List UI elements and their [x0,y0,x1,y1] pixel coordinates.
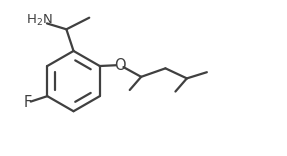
Text: O: O [114,58,125,73]
Text: $\mathregular{H_2N}$: $\mathregular{H_2N}$ [26,12,53,28]
Text: F: F [23,95,32,110]
